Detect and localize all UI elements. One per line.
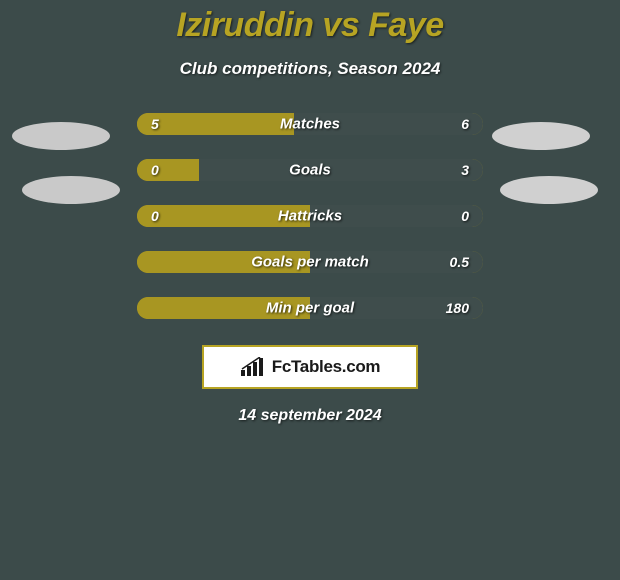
stat-value-right: 180 — [446, 300, 469, 316]
source-badge: FcTables.com — [202, 345, 418, 389]
source-badge-text: FcTables.com — [272, 357, 381, 377]
stat-row: 5 6 Matches — [0, 113, 620, 135]
stat-value-left: 0 — [151, 208, 159, 224]
stat-value-right: 0.5 — [450, 254, 469, 270]
stat-bar-track: 0 3 Goals — [137, 159, 483, 181]
page-title: Iziruddin vs Faye — [176, 6, 443, 45]
bars-icon — [240, 357, 266, 377]
stat-bar-track: 0.5 Goals per match — [137, 251, 483, 273]
comparison-chart: Iziruddin vs Faye Club competitions, Sea… — [0, 0, 620, 580]
stat-label: Matches — [280, 116, 340, 133]
stat-bar-track: 5 6 Matches — [137, 113, 483, 135]
stat-row: 180 Min per goal — [0, 297, 620, 319]
page-subtitle: Club competitions, Season 2024 — [180, 59, 441, 79]
stat-bar-track: 180 Min per goal — [137, 297, 483, 319]
stat-label: Goals — [289, 162, 331, 179]
stat-value-left: 5 — [151, 116, 159, 132]
stat-label: Min per goal — [266, 300, 354, 317]
stat-value-right: 0 — [461, 208, 469, 224]
stat-label: Hattricks — [278, 208, 342, 225]
stat-row: 0 3 Goals — [0, 159, 620, 181]
stat-row: 0.5 Goals per match — [0, 251, 620, 273]
stat-bar-track: 0 0 Hattricks — [137, 205, 483, 227]
stat-label: Goals per match — [251, 254, 369, 271]
stat-row: 0 0 Hattricks — [0, 205, 620, 227]
stat-bar-left — [137, 159, 199, 181]
stat-bar-left — [137, 113, 294, 135]
stat-value-right: 6 — [461, 116, 469, 132]
stat-value-left: 0 — [151, 162, 159, 178]
stat-value-right: 3 — [461, 162, 469, 178]
date-label: 14 september 2024 — [238, 407, 381, 425]
stat-bar-right — [199, 159, 483, 181]
